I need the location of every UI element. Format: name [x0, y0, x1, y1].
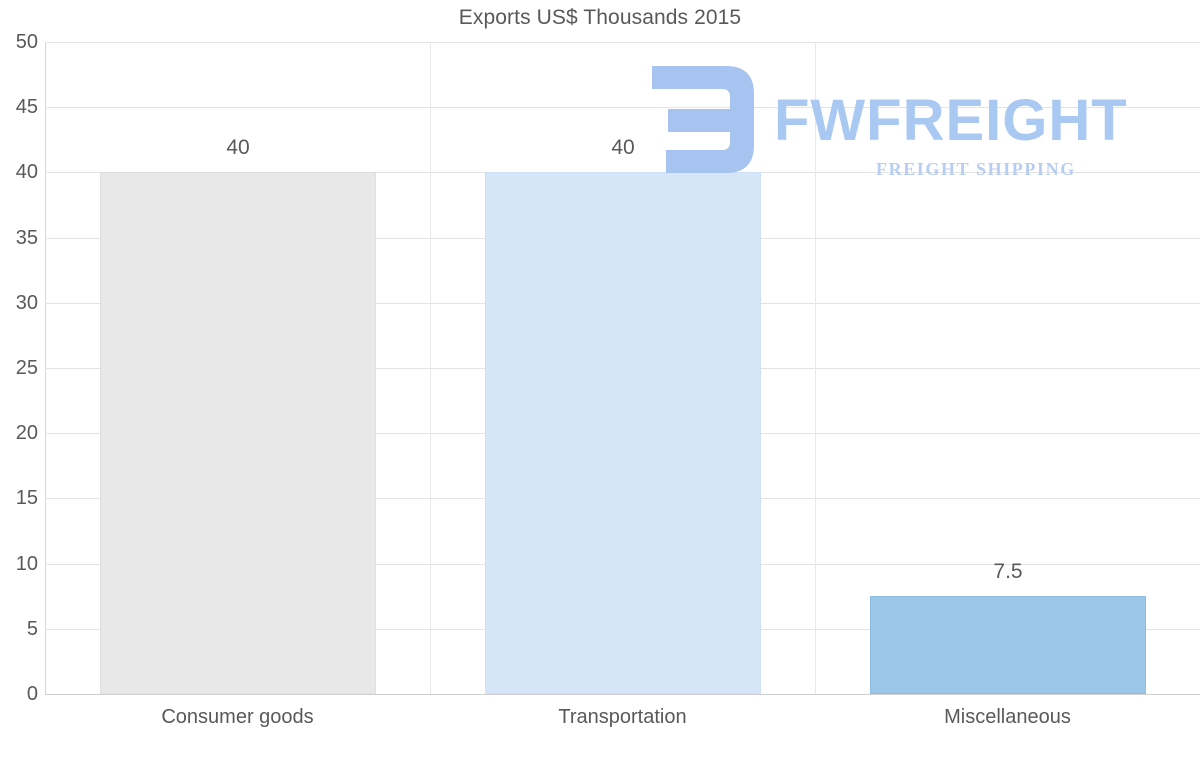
bar-value-label: 40: [226, 136, 250, 160]
x-axis-tick-label: Transportation: [558, 706, 687, 728]
gridline-vertical: [815, 42, 816, 694]
y-axis-tick-label: 5: [26, 617, 38, 640]
gridline-vertical: [430, 42, 431, 694]
bar-consumer-goods[interactable]: [100, 172, 376, 694]
y-axis-tick-label: 10: [15, 552, 38, 575]
gridline-horizontal: [45, 694, 1200, 695]
y-axis-tick-label: 45: [15, 96, 38, 119]
y-axis-tick-label: 15: [15, 487, 38, 510]
bar-miscellaneous[interactable]: [870, 596, 1146, 694]
y-axis-tick-label: 40: [15, 161, 38, 184]
bar-value-label: 40: [611, 136, 635, 160]
bar-transportation[interactable]: [485, 172, 761, 694]
y-axis-tick-label: 30: [15, 291, 38, 314]
chart-title: Exports US$ Thousands 2015: [458, 6, 742, 29]
plot-area: [45, 42, 1200, 695]
bar-value-label: 7.5: [993, 560, 1023, 584]
y-axis-tick-label: 50: [15, 31, 38, 53]
y-axis-tick-label: 35: [15, 226, 38, 249]
y-axis-tick-label: 20: [15, 422, 38, 445]
y-axis-tick-label: 0: [26, 683, 38, 705]
gridline-horizontal: [45, 42, 1200, 43]
y-axis-tick-labels: 0 5 10 15 20 25 30 35 40 45 50: [0, 0, 38, 763]
x-axis-tick-label: Consumer goods: [161, 706, 314, 728]
y-axis-tick-label: 25: [15, 357, 38, 379]
x-axis-tick-label: Miscellaneous: [944, 706, 1071, 728]
gridline-horizontal: [45, 107, 1200, 109]
